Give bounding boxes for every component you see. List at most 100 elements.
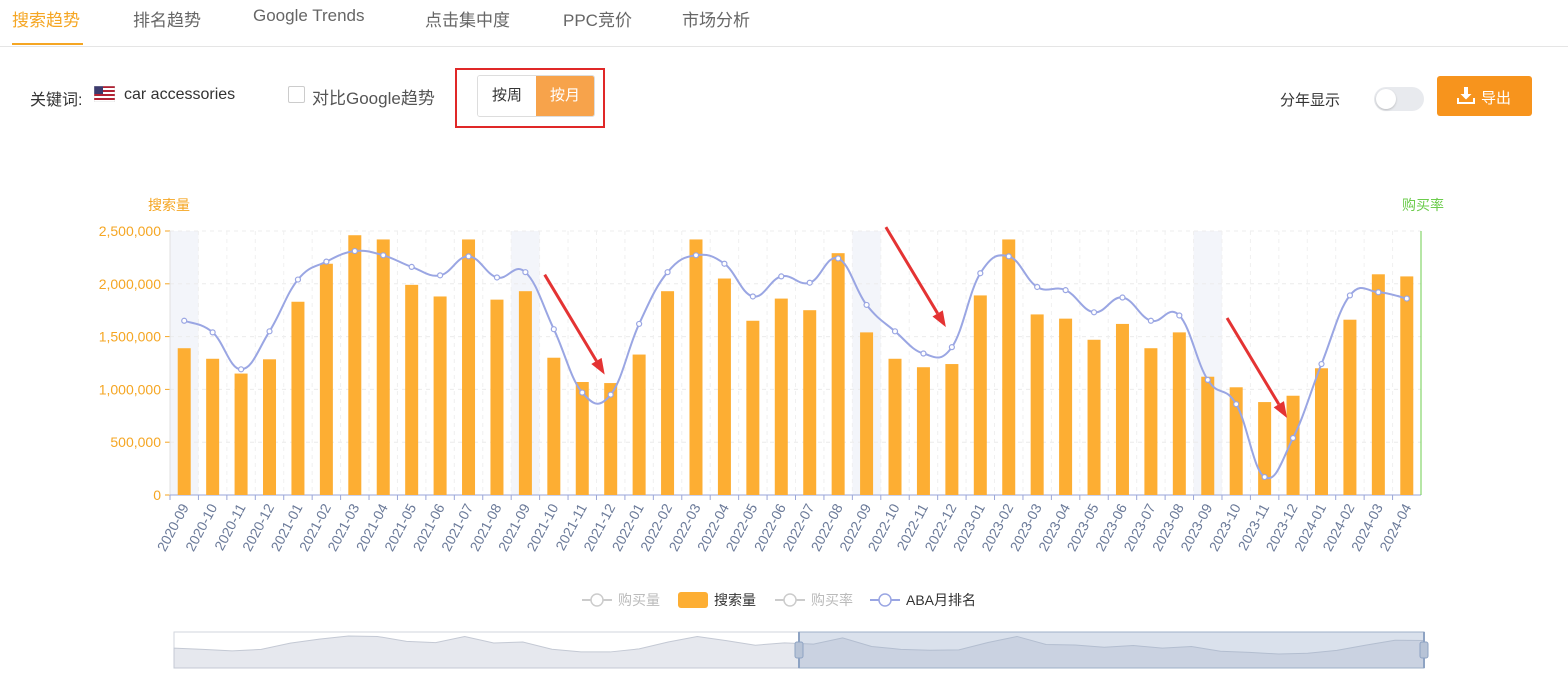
aba-rank-point[interactable] bbox=[522, 269, 529, 276]
search-volume-bar[interactable] bbox=[1286, 395, 1300, 495]
search-volume-bar[interactable] bbox=[1059, 318, 1073, 495]
search-volume-bar[interactable] bbox=[518, 291, 532, 495]
search-volume-bar[interactable] bbox=[234, 373, 248, 495]
aba-rank-point[interactable] bbox=[323, 258, 330, 265]
aba-rank-point[interactable] bbox=[1204, 376, 1211, 383]
aba-rank-point[interactable] bbox=[778, 273, 785, 280]
aba-rank-point[interactable] bbox=[636, 320, 643, 328]
aba-rank-point[interactable] bbox=[437, 272, 444, 279]
tab-search-trend[interactable]: 搜索趋势 bbox=[12, 11, 80, 30]
legend-label[interactable]: 搜索量 bbox=[714, 592, 756, 608]
search-volume-bar[interactable] bbox=[803, 310, 817, 495]
aba-rank-point[interactable] bbox=[920, 350, 927, 357]
search-volume-bar[interactable] bbox=[1002, 239, 1016, 495]
aba-rank-point[interactable] bbox=[977, 270, 984, 277]
zoom-slider-selection[interactable] bbox=[798, 631, 1425, 669]
search-volume-bar[interactable] bbox=[1343, 319, 1357, 495]
search-volume-bar[interactable] bbox=[547, 357, 561, 495]
aba-rank-point[interactable] bbox=[1005, 253, 1012, 260]
aba-rank-point[interactable] bbox=[237, 366, 245, 373]
search-volume-bar[interactable] bbox=[348, 235, 362, 495]
aba-rank-point[interactable] bbox=[806, 279, 813, 286]
search-volume-bar[interactable] bbox=[661, 291, 675, 495]
tab-rank-trend[interactable]: 排名趋势 bbox=[133, 11, 201, 30]
aba-rank-point[interactable] bbox=[1289, 434, 1297, 442]
search-volume-bar[interactable] bbox=[1201, 376, 1215, 495]
search-volume-bar[interactable] bbox=[860, 332, 874, 495]
legend-swatch-dot[interactable] bbox=[783, 593, 797, 607]
search-volume-bar[interactable] bbox=[1371, 274, 1385, 495]
legend-label[interactable]: ABA月排名 bbox=[906, 592, 976, 608]
aba-rank-point[interactable] bbox=[948, 344, 955, 351]
compare-google-label[interactable]: 对比Google趋势 bbox=[312, 89, 435, 108]
search-volume-bar[interactable] bbox=[1030, 314, 1044, 495]
aba-rank-point[interactable] bbox=[1403, 295, 1410, 302]
search-volume-bar[interactable] bbox=[263, 359, 277, 495]
search-volume-bar[interactable] bbox=[689, 239, 703, 495]
legend-swatch-dot[interactable] bbox=[590, 593, 604, 607]
search-volume-bar[interactable] bbox=[604, 383, 618, 495]
aba-rank-point[interactable] bbox=[550, 326, 557, 333]
search-volume-bar[interactable] bbox=[206, 358, 220, 495]
aba-rank-point[interactable] bbox=[1062, 287, 1069, 294]
legend-swatch-dot[interactable] bbox=[878, 593, 892, 607]
aba-rank-point[interactable] bbox=[380, 252, 387, 259]
search-volume-bar[interactable] bbox=[575, 382, 589, 495]
aba-rank-point[interactable] bbox=[1375, 289, 1382, 296]
aba-rank-point[interactable] bbox=[749, 293, 756, 300]
aba-rank-point[interactable] bbox=[351, 247, 358, 255]
aba-rank-point[interactable] bbox=[579, 389, 586, 396]
aba-rank-point[interactable] bbox=[1147, 317, 1154, 324]
search-volume-bar[interactable] bbox=[1400, 276, 1414, 495]
search-volume-bar[interactable] bbox=[1115, 323, 1129, 495]
compare-google-checkbox[interactable] bbox=[288, 86, 305, 103]
search-volume-bar[interactable] bbox=[945, 364, 959, 495]
by-week-button[interactable]: 按周 bbox=[478, 76, 536, 116]
search-volume-bar[interactable] bbox=[177, 348, 191, 495]
tab-market-analysis[interactable]: 市场分析 bbox=[682, 11, 750, 30]
search-volume-bar[interactable] bbox=[717, 278, 731, 495]
aba-rank-point[interactable] bbox=[1176, 312, 1183, 319]
search-volume-bar[interactable] bbox=[462, 239, 476, 495]
aba-rank-point[interactable] bbox=[664, 269, 671, 276]
search-volume-bar[interactable] bbox=[376, 239, 390, 495]
legend-swatch-bar[interactable] bbox=[678, 592, 708, 608]
search-volume-bar[interactable] bbox=[490, 299, 504, 495]
search-volume-bar[interactable] bbox=[774, 298, 788, 495]
search-volume-bar[interactable] bbox=[746, 320, 760, 495]
search-volume-bar[interactable] bbox=[1144, 348, 1158, 495]
search-volume-bar[interactable] bbox=[1314, 368, 1328, 495]
aba-rank-point[interactable] bbox=[863, 301, 870, 309]
aba-rank-point[interactable] bbox=[1261, 473, 1268, 481]
legend-label[interactable]: 购买量 bbox=[618, 592, 660, 608]
search-volume-bar[interactable] bbox=[831, 253, 845, 495]
export-button[interactable]: 导出 bbox=[1437, 76, 1532, 116]
by-year-switch[interactable] bbox=[1374, 87, 1424, 111]
search-volume-bar[interactable] bbox=[888, 358, 902, 495]
search-volume-bar[interactable] bbox=[1229, 387, 1243, 495]
tab-google-trends[interactable]: Google Trends bbox=[253, 6, 365, 25]
aba-rank-point[interactable] bbox=[1346, 292, 1354, 299]
aba-rank-point[interactable] bbox=[493, 274, 501, 281]
aba-rank-point[interactable] bbox=[408, 263, 415, 271]
search-volume-bar[interactable] bbox=[405, 284, 419, 495]
tab-ppc-bid[interactable]: PPC竞价 bbox=[563, 11, 632, 30]
search-volume-bar[interactable] bbox=[319, 263, 333, 495]
tab-click-concentration[interactable]: 点击集中度 bbox=[425, 11, 510, 30]
aba-rank-point[interactable] bbox=[835, 255, 842, 262]
aba-rank-point[interactable] bbox=[209, 329, 216, 336]
search-volume-bar[interactable] bbox=[433, 296, 447, 495]
aba-rank-point[interactable] bbox=[692, 252, 700, 259]
aba-rank-point[interactable] bbox=[465, 253, 472, 260]
aba-rank-point[interactable] bbox=[266, 328, 273, 335]
zoom-slider-handle[interactable] bbox=[1419, 641, 1429, 659]
by-month-button[interactable]: 按月 bbox=[536, 76, 594, 116]
aba-rank-point[interactable] bbox=[181, 317, 188, 324]
aba-rank-point[interactable] bbox=[294, 276, 302, 283]
search-volume-bar[interactable] bbox=[1172, 332, 1186, 495]
aba-rank-point[interactable] bbox=[1034, 283, 1041, 291]
aba-rank-point[interactable] bbox=[1119, 294, 1126, 301]
zoom-slider-handle[interactable] bbox=[794, 641, 804, 659]
aba-rank-point[interactable] bbox=[1090, 309, 1098, 316]
aba-rank-point[interactable] bbox=[891, 328, 899, 335]
